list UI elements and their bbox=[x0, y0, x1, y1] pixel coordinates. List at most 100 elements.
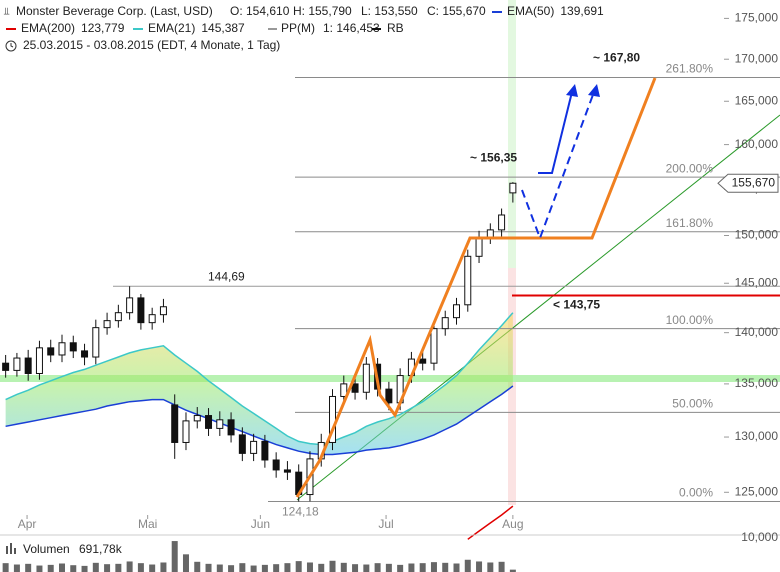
candle-body bbox=[58, 342, 66, 356]
volume-bar bbox=[340, 562, 347, 572]
volume-bar bbox=[36, 565, 43, 572]
candle-body bbox=[261, 440, 269, 461]
volume-tick-label: 10,000 bbox=[741, 530, 778, 544]
volume-bar bbox=[104, 564, 111, 572]
volume-bar bbox=[306, 562, 313, 572]
candle-body bbox=[47, 347, 55, 356]
ema-line bbox=[467, 505, 514, 540]
volume-bar bbox=[374, 563, 381, 572]
level-label: 144,69 bbox=[208, 269, 245, 283]
rb-label: RB bbox=[387, 21, 404, 35]
header: ⫫ Monster Beverage Corp. (Last, USD) O: … bbox=[4, 4, 604, 556]
y-tick-label: 125,000 bbox=[735, 484, 779, 498]
volume-bar bbox=[115, 563, 122, 572]
fib-label: 200.00% bbox=[666, 161, 714, 175]
date-range: 25.03.2015 - 03.08.2015 (EDT, 4 Monate, … bbox=[23, 38, 280, 52]
background-layer bbox=[0, 0, 780, 505]
y-tick-label: 165,000 bbox=[735, 93, 779, 107]
candle-body bbox=[126, 297, 134, 314]
volume-bar bbox=[81, 565, 88, 572]
candle-body bbox=[250, 440, 258, 454]
volume-bar bbox=[295, 561, 302, 572]
fib-label: 0.00% bbox=[679, 486, 713, 500]
candle-body bbox=[351, 383, 359, 393]
candle-body bbox=[148, 314, 156, 324]
volume-bar bbox=[137, 563, 144, 572]
volume-icon bbox=[10, 543, 12, 554]
volume-bar bbox=[261, 564, 268, 572]
y-tick-label: 160,000 bbox=[735, 137, 779, 151]
volume-bar bbox=[329, 560, 336, 572]
candle-body bbox=[81, 350, 89, 358]
candle-body bbox=[193, 415, 201, 422]
volume-last: 691,78k bbox=[79, 542, 123, 556]
ema-line bbox=[5, 312, 514, 446]
candle-body bbox=[171, 404, 179, 443]
support-band bbox=[0, 375, 780, 382]
candle-body bbox=[137, 297, 145, 324]
arrow bbox=[538, 91, 573, 174]
projection-path bbox=[295, 77, 657, 498]
fib-label: 261.80% bbox=[666, 62, 714, 76]
volume-bar bbox=[13, 564, 20, 572]
ema-line bbox=[5, 385, 514, 456]
arrow bbox=[521, 91, 595, 241]
volume-bar bbox=[363, 564, 370, 572]
candle-body bbox=[362, 363, 370, 393]
volume-bar bbox=[498, 561, 505, 572]
low-label: 124,18 bbox=[282, 505, 319, 519]
arrow-head bbox=[566, 84, 578, 97]
fib-label: 50.00% bbox=[672, 397, 713, 411]
instrument-title: Monster Beverage Corp. (Last, USD) bbox=[16, 4, 213, 18]
legend-name: EMA(21) bbox=[148, 21, 195, 35]
candle-body bbox=[486, 229, 494, 238]
data-layer bbox=[2, 182, 517, 572]
target-label: ~ 156,35 bbox=[470, 150, 517, 164]
volume-bar bbox=[442, 562, 449, 572]
volume-bar bbox=[250, 565, 257, 572]
volume-bar bbox=[149, 564, 156, 572]
volume-bar bbox=[509, 569, 516, 572]
y-tick-label: 140,000 bbox=[735, 325, 779, 339]
volume-bar bbox=[194, 561, 201, 572]
y-tick-label: 145,000 bbox=[735, 275, 779, 289]
ema-ribbon bbox=[5, 312, 513, 455]
volume-bar bbox=[92, 562, 99, 572]
volume-bar bbox=[487, 562, 494, 572]
fib-label: 161.80% bbox=[666, 216, 714, 230]
candle-body bbox=[419, 358, 427, 364]
volume-bar bbox=[239, 563, 246, 572]
volume-icon bbox=[14, 548, 16, 554]
volume-bar bbox=[385, 563, 392, 572]
x-tick-label: Mai bbox=[138, 517, 157, 531]
legend-name: EMA(50) bbox=[507, 4, 554, 18]
ohlc-open: O: 154,610 bbox=[230, 4, 290, 18]
x-tick-label: Apr bbox=[18, 517, 37, 531]
volume-bar bbox=[58, 563, 65, 572]
level-label: < 143,75 bbox=[553, 298, 600, 312]
candle-body bbox=[103, 320, 111, 329]
fib-label: 100.00% bbox=[666, 313, 714, 327]
legend-value: 145,387 bbox=[201, 21, 245, 35]
volume-bar bbox=[397, 564, 404, 572]
y-tick-label: 130,000 bbox=[735, 429, 779, 443]
ohlc-low: L: 153,550 bbox=[361, 4, 418, 18]
candle-body bbox=[182, 420, 190, 443]
candle-body bbox=[238, 434, 246, 454]
candle-body bbox=[159, 306, 167, 316]
volume-title: Volumen bbox=[23, 542, 70, 556]
candle-body bbox=[340, 383, 348, 397]
candle-body bbox=[205, 415, 213, 429]
volume-bar bbox=[171, 541, 178, 572]
volume-bar bbox=[419, 563, 426, 572]
volume-bar bbox=[205, 563, 212, 572]
candle-body bbox=[216, 419, 224, 429]
y-tick-label: 135,000 bbox=[735, 376, 779, 390]
volume-bar bbox=[126, 561, 133, 572]
volume-bar bbox=[430, 562, 437, 572]
candle-body bbox=[2, 362, 10, 371]
legend-value: 139,691 bbox=[560, 4, 604, 18]
volume-icon bbox=[6, 546, 8, 554]
